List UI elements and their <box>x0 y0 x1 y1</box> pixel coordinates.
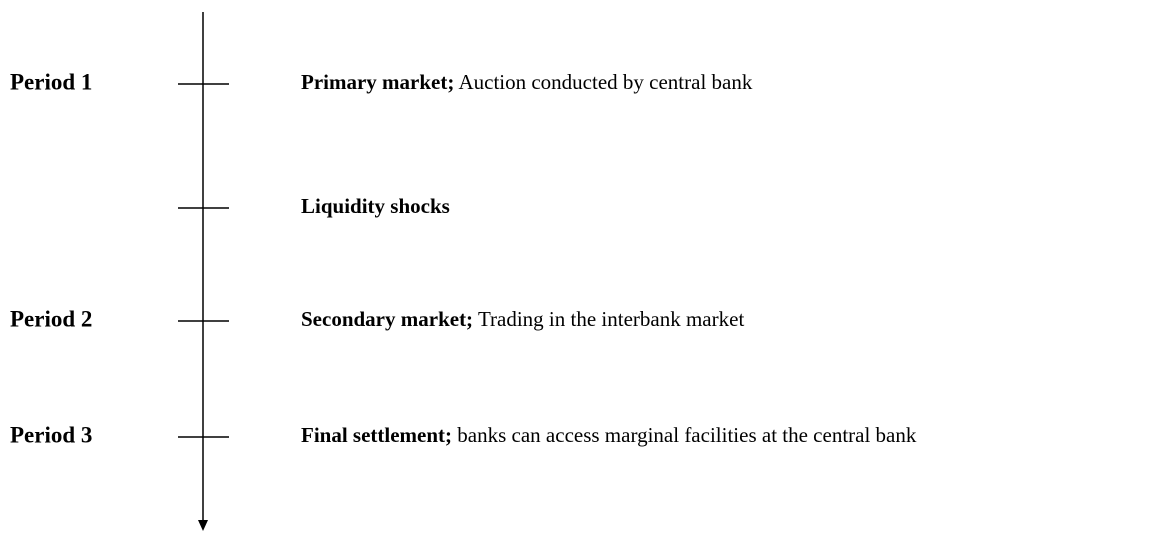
event-description: Secondary market; Trading in the interba… <box>301 307 744 331</box>
period-label: Period 2 <box>10 306 92 331</box>
event-text: banks can access marginal facilities at … <box>457 423 917 447</box>
period-label: Period 3 <box>10 422 92 447</box>
event-description: Primary market; Auction conducted by cen… <box>301 70 753 94</box>
event-description: Liquidity shocks <box>301 194 450 218</box>
period-label: Period 1 <box>10 69 92 94</box>
timeline-arrowhead <box>198 520 208 531</box>
event-heading: Final settlement; <box>301 423 452 447</box>
event-text: Trading in the interbank market <box>478 307 745 331</box>
event-heading: Primary market; <box>301 70 454 94</box>
event-text: Auction conducted by central bank <box>458 70 752 94</box>
event-description: Final settlement; banks can access margi… <box>301 423 917 447</box>
event-heading: Liquidity shocks <box>301 194 450 218</box>
event-heading: Secondary market; <box>301 307 473 331</box>
